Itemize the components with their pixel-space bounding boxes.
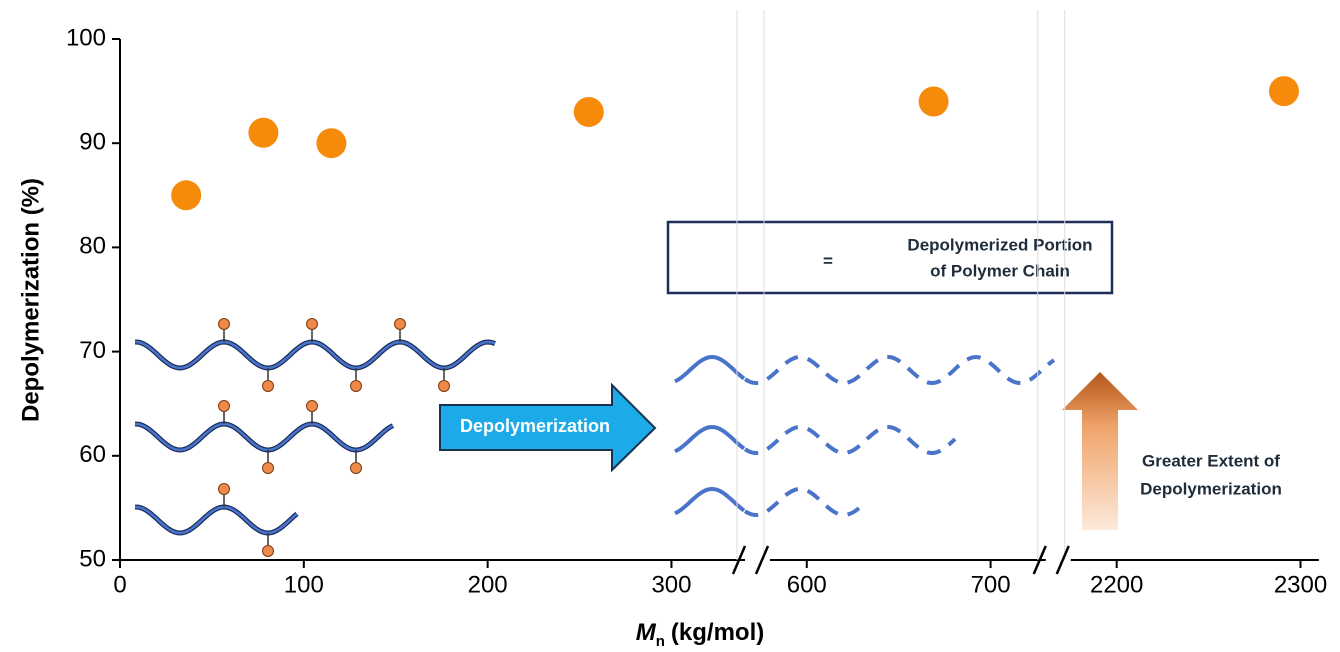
data-point [248,117,279,148]
bead [306,400,318,412]
data-point [573,96,604,127]
axis-break [754,545,770,575]
arrow-label: Depolymerization [460,416,610,436]
x-tick-label: 2200 [1090,571,1143,598]
polymer-chain [134,421,395,453]
axis-break [1032,545,1047,575]
bead [262,462,274,474]
y-tick-label: 90 [79,129,106,156]
y-tick-label: 80 [79,233,106,260]
polymer-chain [134,422,394,452]
legend-text: Depolymerized Portion [907,235,1092,254]
dashed-chain [744,354,1056,386]
extent-arrow [1062,372,1138,530]
bead [306,318,318,330]
y-tick-label: 70 [79,337,106,364]
bead [262,380,274,392]
data-point [1268,76,1299,107]
x-label-unit: (kg/mol) [671,619,764,646]
bead [350,462,362,474]
extent-text: Greater Extent of [1142,451,1280,470]
y-axis-label: Depolymerization (%) [17,178,44,422]
dashed-chain [744,424,957,456]
legend-equals: = [823,251,833,270]
x-tick-label: 600 [787,571,827,598]
extent-text: Depolymerization [1140,479,1282,498]
axis-break [1055,545,1070,575]
x-axis-label: Mn (kg/mol) [636,619,765,650]
bead [262,545,274,557]
illustration [134,245,1056,557]
data-point [918,86,949,117]
bead [218,318,230,330]
x-tick-label: 2300 [1274,571,1327,598]
solid-chain [674,354,746,384]
depolymerization-arrow [439,382,657,473]
solid-chain [674,486,746,516]
x-label-subscript: n [656,633,665,650]
solid-chain [674,424,746,454]
bead [350,380,362,392]
bead [438,380,450,392]
legend-text: of Polymer Chain [930,261,1070,280]
y-tick-label: 50 [79,545,106,572]
data-point [171,180,202,211]
polymer-chain [134,505,298,535]
x-tick-label: 300 [651,571,691,598]
x-tick-label: 0 [113,571,126,598]
legend-box [666,220,1114,295]
x-tick-label: 100 [284,571,324,598]
x-tick-label: 200 [468,571,508,598]
bead [218,400,230,412]
x-tick-label: 700 [971,571,1011,598]
polymer-chain [134,340,496,370]
dashed-chain [744,486,861,518]
bead [394,318,406,330]
data-point [316,128,347,159]
x-label-symbol: M [636,619,657,646]
axis-break [731,545,747,575]
y-tick-label: 60 [79,441,106,468]
bead [218,483,230,495]
y-tick-label: 100 [66,24,106,51]
